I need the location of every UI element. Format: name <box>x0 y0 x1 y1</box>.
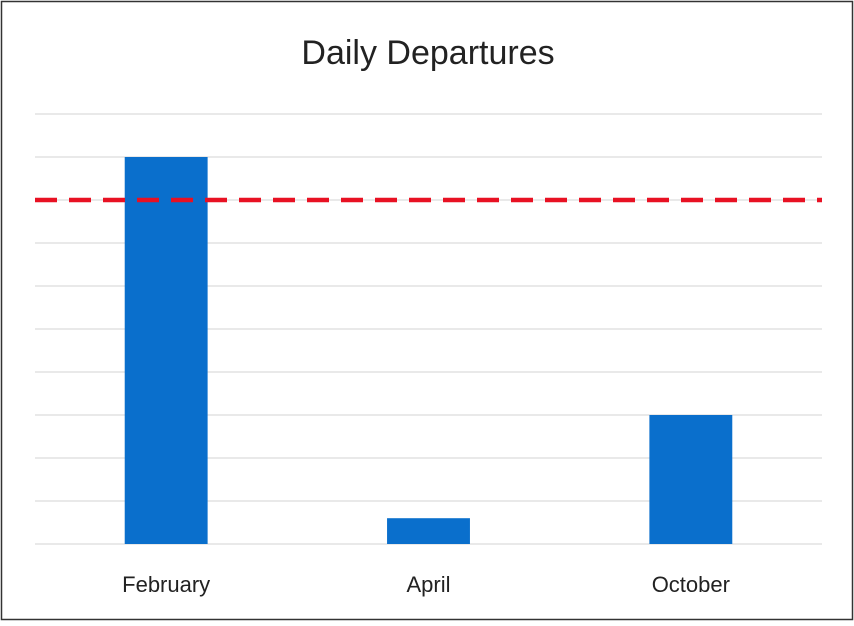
bar <box>649 415 733 544</box>
bar <box>124 157 208 544</box>
bar <box>387 518 470 544</box>
x-tick-label: April <box>406 572 450 597</box>
chart-title: Daily Departures <box>301 34 554 72</box>
x-tick-label: February <box>122 572 210 597</box>
x-tick-label: October <box>652 572 730 597</box>
